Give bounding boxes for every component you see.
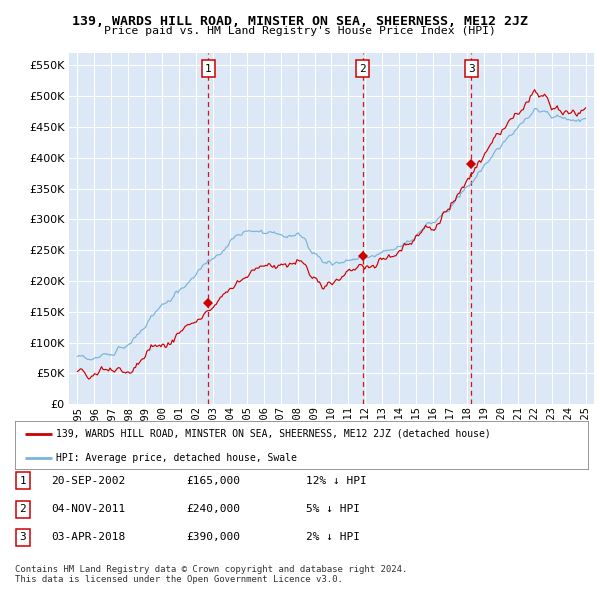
Text: This data is licensed under the Open Government Licence v3.0.: This data is licensed under the Open Gov… <box>15 575 343 584</box>
Text: 139, WARDS HILL ROAD, MINSTER ON SEA, SHEERNESS, ME12 2JZ: 139, WARDS HILL ROAD, MINSTER ON SEA, SH… <box>72 15 528 28</box>
Text: 1: 1 <box>19 476 26 486</box>
Text: 3: 3 <box>19 533 26 542</box>
Text: 04-NOV-2011: 04-NOV-2011 <box>51 504 125 514</box>
Text: 12% ↓ HPI: 12% ↓ HPI <box>306 476 367 486</box>
Text: £240,000: £240,000 <box>186 504 240 514</box>
Text: 139, WARDS HILL ROAD, MINSTER ON SEA, SHEERNESS, ME12 2JZ (detached house): 139, WARDS HILL ROAD, MINSTER ON SEA, SH… <box>56 429 491 439</box>
Text: £165,000: £165,000 <box>186 476 240 486</box>
Text: 2% ↓ HPI: 2% ↓ HPI <box>306 533 360 542</box>
Text: 2: 2 <box>19 504 26 514</box>
Text: HPI: Average price, detached house, Swale: HPI: Average price, detached house, Swal… <box>56 453 297 463</box>
Text: £390,000: £390,000 <box>186 533 240 542</box>
Text: Contains HM Land Registry data © Crown copyright and database right 2024.: Contains HM Land Registry data © Crown c… <box>15 565 407 574</box>
Text: 5% ↓ HPI: 5% ↓ HPI <box>306 504 360 514</box>
Text: 03-APR-2018: 03-APR-2018 <box>51 533 125 542</box>
Text: 3: 3 <box>468 64 475 74</box>
Text: 2: 2 <box>359 64 366 74</box>
Text: 20-SEP-2002: 20-SEP-2002 <box>51 476 125 486</box>
Text: Price paid vs. HM Land Registry's House Price Index (HPI): Price paid vs. HM Land Registry's House … <box>104 26 496 36</box>
Text: 1: 1 <box>205 64 212 74</box>
